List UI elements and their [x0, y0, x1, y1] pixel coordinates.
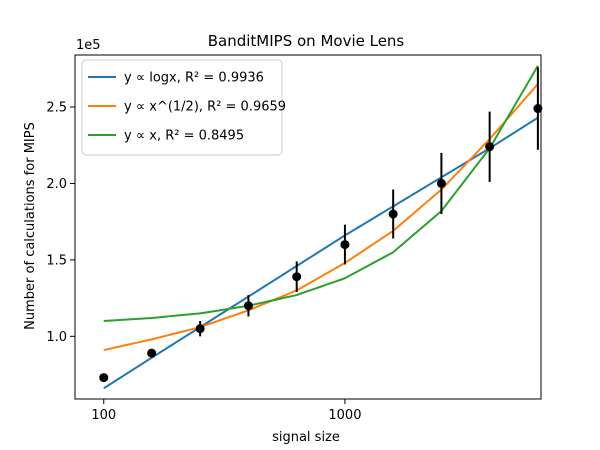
y-tick-layer: 1.0 1.5 2.0 2.5 — [46, 100, 75, 345]
y-offset-label: 1e5 — [76, 38, 101, 53]
chart-title: BanditMIPS on Movie Lens — [208, 32, 405, 50]
data-point-9 — [485, 142, 495, 152]
data-point-4 — [243, 301, 253, 311]
y-tick-label-2: 1.5 — [46, 253, 67, 268]
data-point-10 — [533, 104, 543, 114]
data-point-2 — [147, 348, 157, 358]
x-tick-layer: 100 1000 — [91, 399, 361, 423]
data-point-7 — [388, 209, 398, 219]
legend-label-2: y ∝ x^(1/2), R² = 0.9659 — [124, 100, 286, 115]
data-point-6 — [340, 240, 350, 250]
plot-frame — [74, 54, 542, 400]
y-axis-label: Number of calculations for MIPS — [23, 122, 38, 330]
x-axis-label: signal size — [272, 430, 340, 445]
series-line-2 — [103, 83, 539, 352]
data-point-1 — [99, 373, 109, 383]
data-point-5 — [292, 272, 302, 282]
axes-layer — [74, 54, 542, 400]
data-point-3 — [195, 324, 205, 334]
legend: y ∝ logx, R² = 0.9936 y ∝ x^(1/2), R² = 0… — [81, 59, 286, 156]
data-point-8 — [436, 178, 446, 188]
x-tick-label-2: 1000 — [328, 408, 361, 423]
y-tick-label-3: 2.0 — [46, 177, 67, 192]
series-layer — [103, 65, 539, 390]
title-group: BanditMIPS on Movie Lens — [208, 32, 405, 50]
x-tick-label-1: 100 — [91, 408, 116, 423]
point-layer — [99, 104, 543, 383]
series-line-1 — [103, 116, 539, 390]
legend-label-1: y ∝ logx, R² = 0.9936 — [124, 71, 264, 86]
series-line-3 — [103, 65, 539, 323]
plot-area — [74, 54, 543, 400]
legend-box — [81, 59, 283, 156]
y-tick-label-1: 1.0 — [46, 330, 67, 345]
y-tick-label-4: 2.5 — [46, 100, 67, 115]
legend-label-3: y ∝ x, R² = 0.8495 — [124, 129, 244, 144]
